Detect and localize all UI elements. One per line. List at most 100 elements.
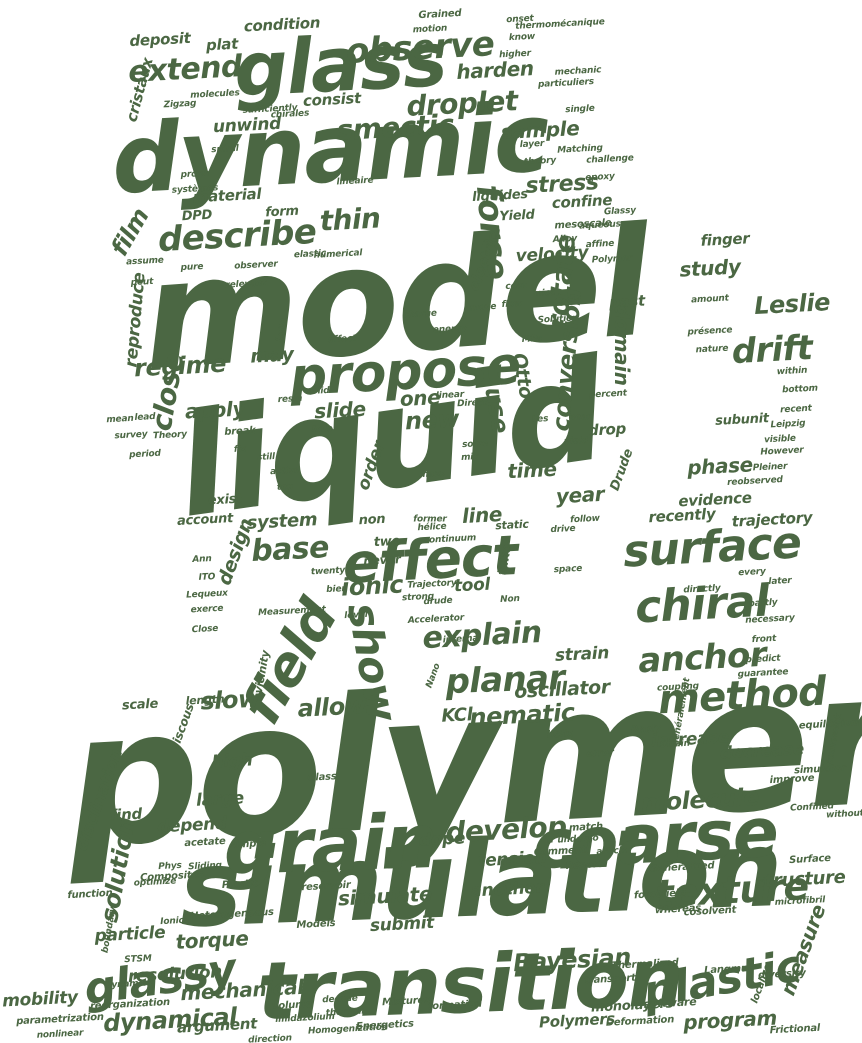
word: simulate [337, 881, 433, 911]
word: match [568, 821, 604, 834]
word: scale [121, 696, 159, 714]
word: subunit [714, 411, 770, 429]
word: Deformation [605, 1014, 675, 1029]
word: large [195, 788, 245, 811]
word: Strain [659, 738, 691, 751]
word: mechanic [554, 65, 602, 78]
word: apply [184, 396, 246, 424]
word: new [404, 404, 460, 436]
word: strong [401, 591, 435, 604]
word: flow [501, 298, 523, 311]
word: nematic [468, 698, 576, 732]
word: level [344, 609, 368, 622]
word: ionic [340, 570, 404, 602]
word: structure [754, 866, 846, 893]
word: consist [302, 88, 362, 111]
word: Ann [192, 554, 212, 565]
word: mica [532, 287, 556, 300]
word: every [737, 566, 766, 579]
word: smectic [335, 107, 455, 148]
word: trajectory [731, 508, 813, 531]
word: Plastic [221, 878, 259, 891]
word: slide [313, 396, 367, 424]
word: charge [402, 308, 438, 321]
word: Leslie [753, 288, 831, 320]
word: Lequeux [185, 588, 229, 601]
word: tool [453, 574, 491, 597]
word: KCl [440, 704, 474, 727]
word: recent [779, 403, 813, 416]
word: Leipzig [770, 418, 806, 431]
word: mix [460, 452, 480, 463]
word: know [508, 31, 536, 44]
word: présence [687, 325, 733, 338]
word: resin [277, 393, 303, 406]
word: Reply [630, 723, 662, 736]
word: Pleiner [752, 461, 788, 474]
word: bottom [781, 383, 819, 396]
word: program [682, 1005, 778, 1035]
word: Glass [307, 771, 337, 784]
word: layer [519, 138, 545, 151]
word: plat [205, 34, 239, 55]
word: non [358, 511, 386, 529]
word: energy [432, 323, 468, 336]
word: coat [505, 280, 527, 293]
word: directly [683, 583, 721, 596]
word: allow [296, 691, 368, 723]
word: single [565, 103, 595, 116]
word: drift [730, 327, 814, 373]
word: use [479, 384, 515, 436]
word: static [494, 517, 530, 533]
word: condition [243, 13, 321, 36]
word: MPa [521, 333, 543, 346]
word: Surface [788, 852, 832, 867]
word: parametrization [15, 1011, 105, 1028]
word: Matching [556, 143, 603, 156]
word: regime [133, 349, 227, 383]
word: solid [306, 385, 330, 398]
word: optimize [133, 876, 177, 889]
word: without [825, 808, 862, 821]
word: velocity [515, 242, 589, 267]
word: fix [233, 444, 247, 455]
word: simple [229, 838, 267, 851]
word: Ionic [159, 915, 184, 928]
word: direction [247, 1033, 293, 1043]
word: strain [554, 643, 610, 666]
word: year [555, 481, 605, 509]
word: survey [114, 429, 148, 442]
word: mobility [1, 987, 79, 1012]
word: Grained [418, 7, 462, 22]
word: another [469, 877, 544, 902]
word: acetate [184, 835, 226, 850]
word: length [185, 692, 225, 708]
word: theory [523, 155, 557, 168]
word: prone [180, 168, 210, 181]
word: harden [455, 55, 535, 85]
word: thin [318, 201, 382, 238]
word: error [585, 747, 614, 760]
word: Theory [152, 429, 188, 442]
word: DPD [181, 207, 213, 225]
word: dope [418, 828, 466, 851]
word: necessary [745, 613, 795, 626]
word: molecule [640, 782, 760, 818]
word: account [176, 511, 234, 529]
word: pure [180, 261, 204, 274]
word: lead [134, 411, 156, 424]
word: space [553, 563, 583, 576]
word: active [269, 465, 301, 478]
word: However [760, 445, 804, 458]
word: oscillator [513, 676, 611, 703]
word: find [109, 804, 143, 825]
word: Les [531, 414, 549, 425]
word: form [264, 203, 300, 221]
word: bien [326, 583, 348, 596]
word: argument [176, 1014, 258, 1037]
word: Glassy [603, 205, 637, 218]
word: Direct [456, 397, 488, 410]
word: article [596, 845, 628, 858]
word: past [608, 291, 646, 312]
word: finger [700, 229, 750, 250]
